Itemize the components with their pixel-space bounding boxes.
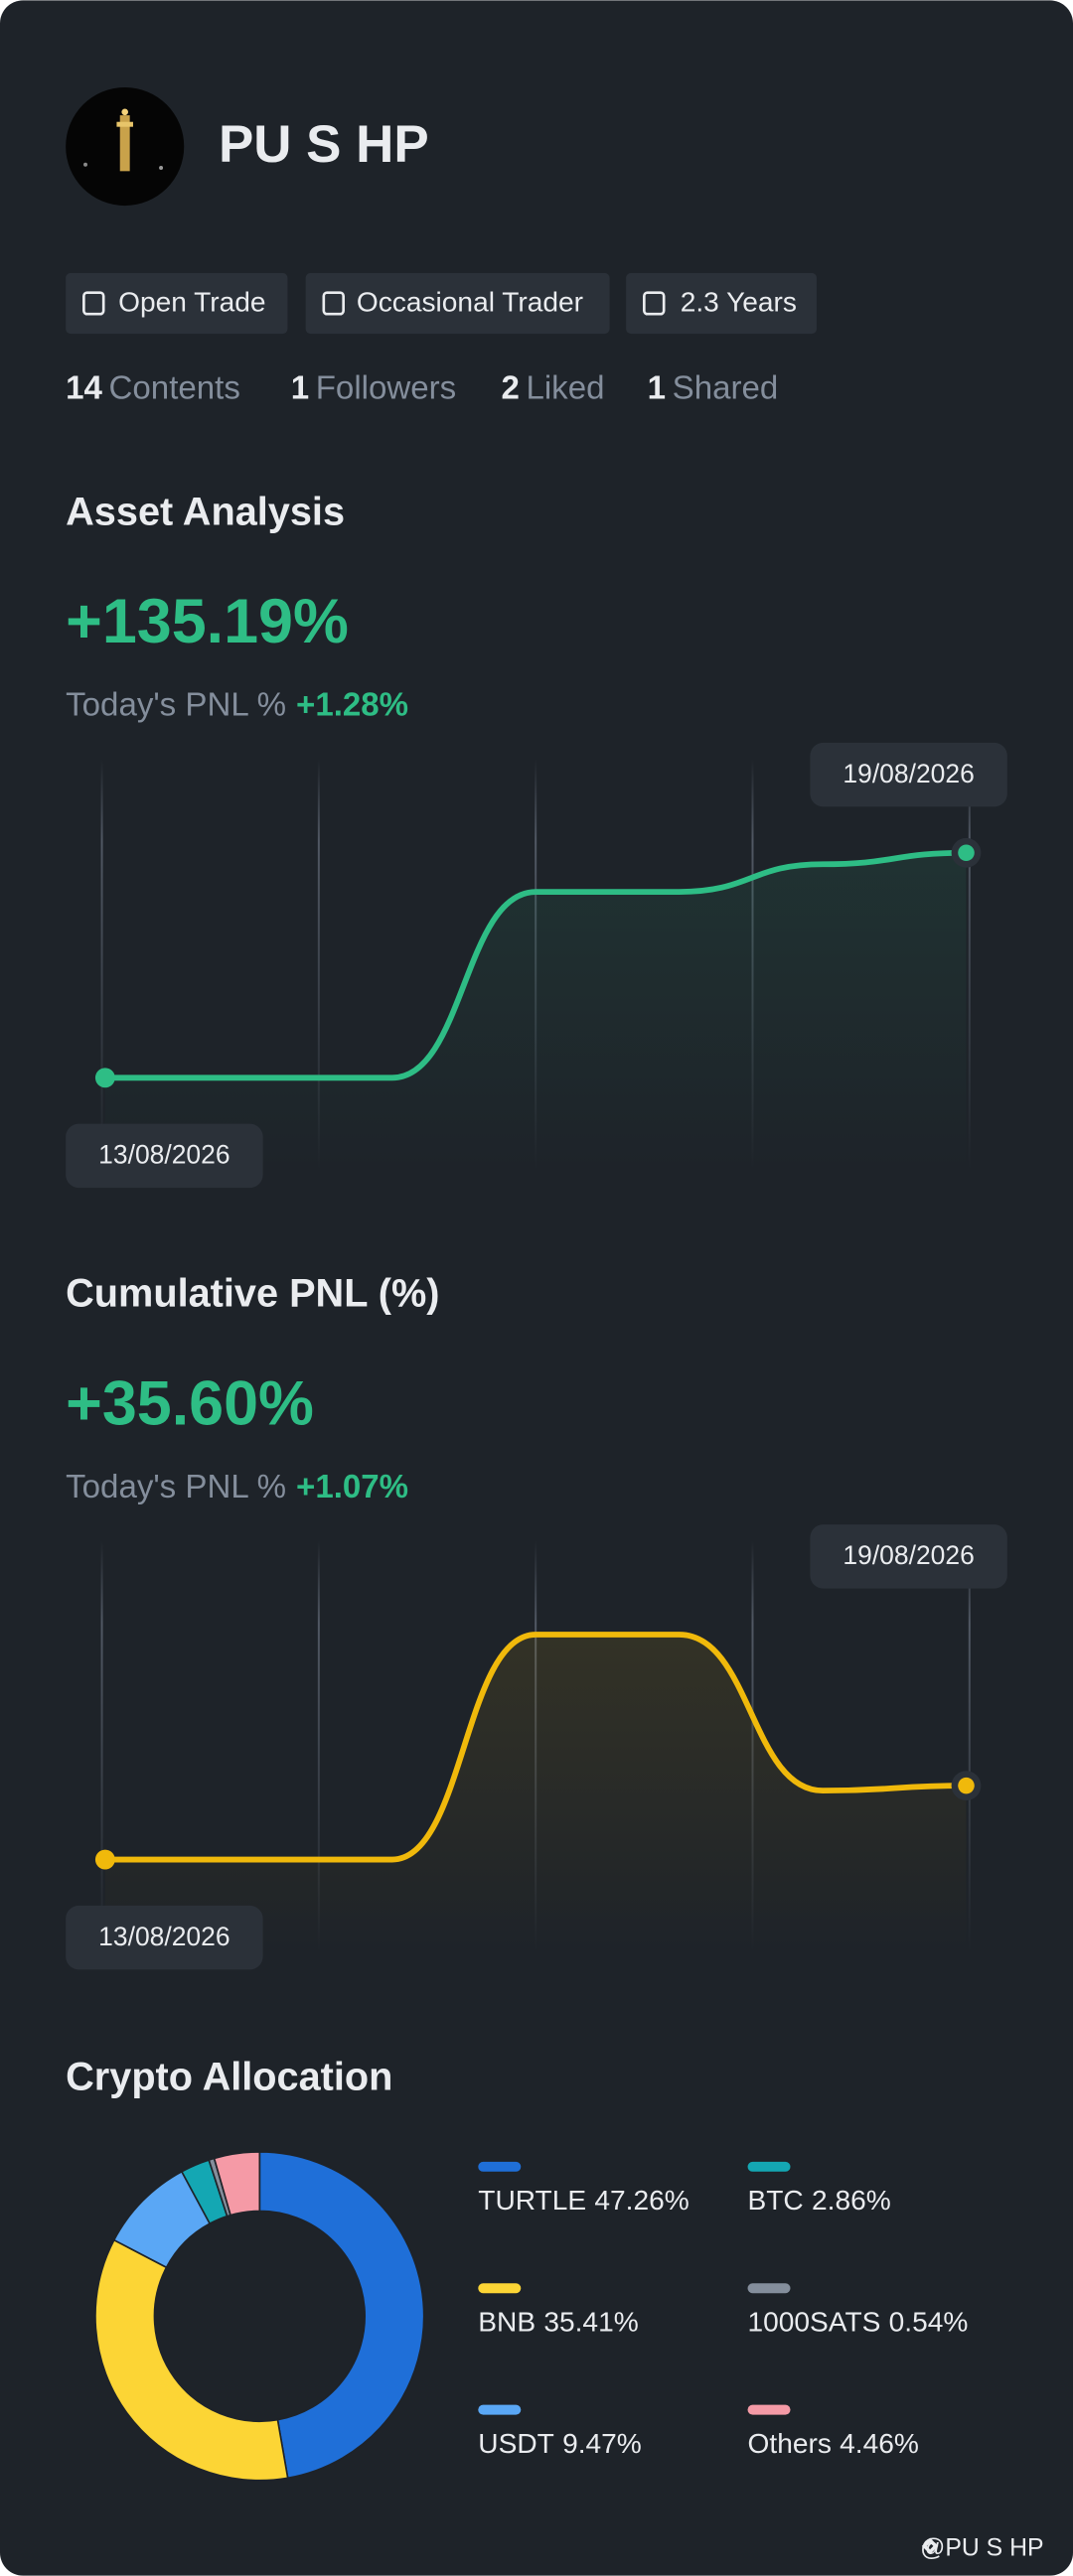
- today-pnl-label: Today's PNL %: [66, 686, 286, 723]
- watermark: @PU S HP: [920, 2535, 1043, 2562]
- profile-name: PU S HP: [219, 115, 429, 174]
- legend-name: BNB: [478, 2307, 536, 2338]
- date-label: 13/08/2026: [98, 1140, 230, 1170]
- tag-icon: [322, 291, 345, 316]
- today-pnl: Today's PNL % +1.28%: [66, 686, 408, 723]
- today-pnl-value: +1.07%: [296, 1469, 408, 1505]
- tag-chip: [626, 272, 817, 335]
- headline-value: +135.19%: [66, 587, 349, 656]
- section-title: Cumulative PNL (%): [66, 1272, 439, 1316]
- stat: 14 Contents: [66, 369, 240, 406]
- stat-label: Contents: [109, 369, 240, 406]
- guide-line: [968, 1540, 971, 1952]
- stat: 1 Shared: [648, 369, 779, 406]
- date-badge: [66, 1905, 263, 1970]
- legend-value: 35.41%: [543, 2307, 638, 2338]
- stat-label: Followers: [316, 369, 456, 406]
- legend-swatch: [747, 2404, 791, 2415]
- date-badge: [66, 1123, 263, 1189]
- today-pnl-value: +1.28%: [296, 686, 408, 723]
- legend-name: USDT: [478, 2428, 554, 2459]
- date-badge: [810, 742, 1007, 807]
- end-point: [958, 1777, 975, 1794]
- legend-label: BNB 35.41%: [478, 2307, 638, 2338]
- watermark-icon: [921, 2537, 939, 2555]
- tag-chip: [305, 272, 610, 335]
- legend-swatch: [747, 2161, 791, 2172]
- tag-chip: [66, 272, 288, 335]
- donut-segment: [94, 2238, 289, 2482]
- line-area: [104, 852, 967, 1170]
- legend-name: 1000SATS: [748, 2307, 881, 2338]
- date-badge: [810, 1524, 1007, 1589]
- stat-count: 1: [291, 369, 309, 406]
- legend-name: BTC: [748, 2186, 804, 2217]
- section-title: Crypto Allocation: [66, 2056, 392, 2099]
- legend-label: Others 4.46%: [748, 2428, 919, 2459]
- guide-line: [317, 1540, 320, 1952]
- end-point: [958, 844, 975, 861]
- date-label: 19/08/2026: [843, 1540, 974, 1570]
- line: [104, 1632, 967, 1863]
- tag-icon: [82, 291, 105, 316]
- stat: 1 Followers: [291, 369, 456, 406]
- guide-line: [100, 1540, 103, 1952]
- legend-label: BTC 2.86%: [748, 2186, 891, 2217]
- legend-value: 9.47%: [562, 2428, 642, 2459]
- tag-icon: [643, 291, 666, 316]
- legend-value: 2.86%: [812, 2186, 891, 2217]
- tag-label: 2.3 Years: [681, 287, 797, 318]
- start-point: [94, 1849, 115, 1870]
- legend-swatch: [747, 2283, 791, 2294]
- legend-value: 47.26%: [594, 2186, 689, 2217]
- donut-segment: [258, 2151, 425, 2480]
- line: [104, 849, 967, 1081]
- section-title: Asset Analysis: [66, 490, 345, 533]
- avatar: [66, 86, 185, 207]
- stat: 2 Liked: [501, 369, 604, 406]
- date-label: 19/08/2026: [843, 759, 974, 788]
- stat-count: 1: [648, 369, 666, 406]
- stat-count: 2: [501, 369, 519, 406]
- today-pnl: Today's PNL % +1.07%: [66, 1469, 408, 1505]
- guide-line: [100, 759, 103, 1170]
- legend-name: Others: [748, 2428, 832, 2459]
- legend-swatch: [478, 2283, 522, 2294]
- date-label: 13/08/2026: [98, 1922, 230, 1951]
- stat-count: 14: [66, 369, 102, 406]
- stat-label: Liked: [526, 369, 604, 406]
- legend-label: TURTLE 47.26%: [478, 2186, 689, 2217]
- legend-value: 0.54%: [889, 2307, 969, 2338]
- legend-name: TURTLE: [478, 2186, 586, 2217]
- legend-swatch: [478, 2161, 522, 2172]
- stat-label: Shared: [673, 369, 779, 406]
- guide-line: [968, 759, 971, 1170]
- legend-label: 1000SATS 0.54%: [748, 2307, 969, 2338]
- tag-label: Occasional Trader: [357, 287, 583, 318]
- tag-label: Open Trade: [118, 287, 265, 318]
- start-point: [94, 1068, 115, 1088]
- guide-line: [317, 759, 320, 1170]
- legend-label: USDT 9.47%: [478, 2428, 642, 2459]
- donut-segment: [213, 2151, 261, 2217]
- legend-value: 4.46%: [840, 2428, 919, 2459]
- legend-swatch: [478, 2404, 522, 2415]
- today-pnl-label: Today's PNL %: [66, 1469, 286, 1505]
- headline-value: +35.60%: [66, 1368, 314, 1438]
